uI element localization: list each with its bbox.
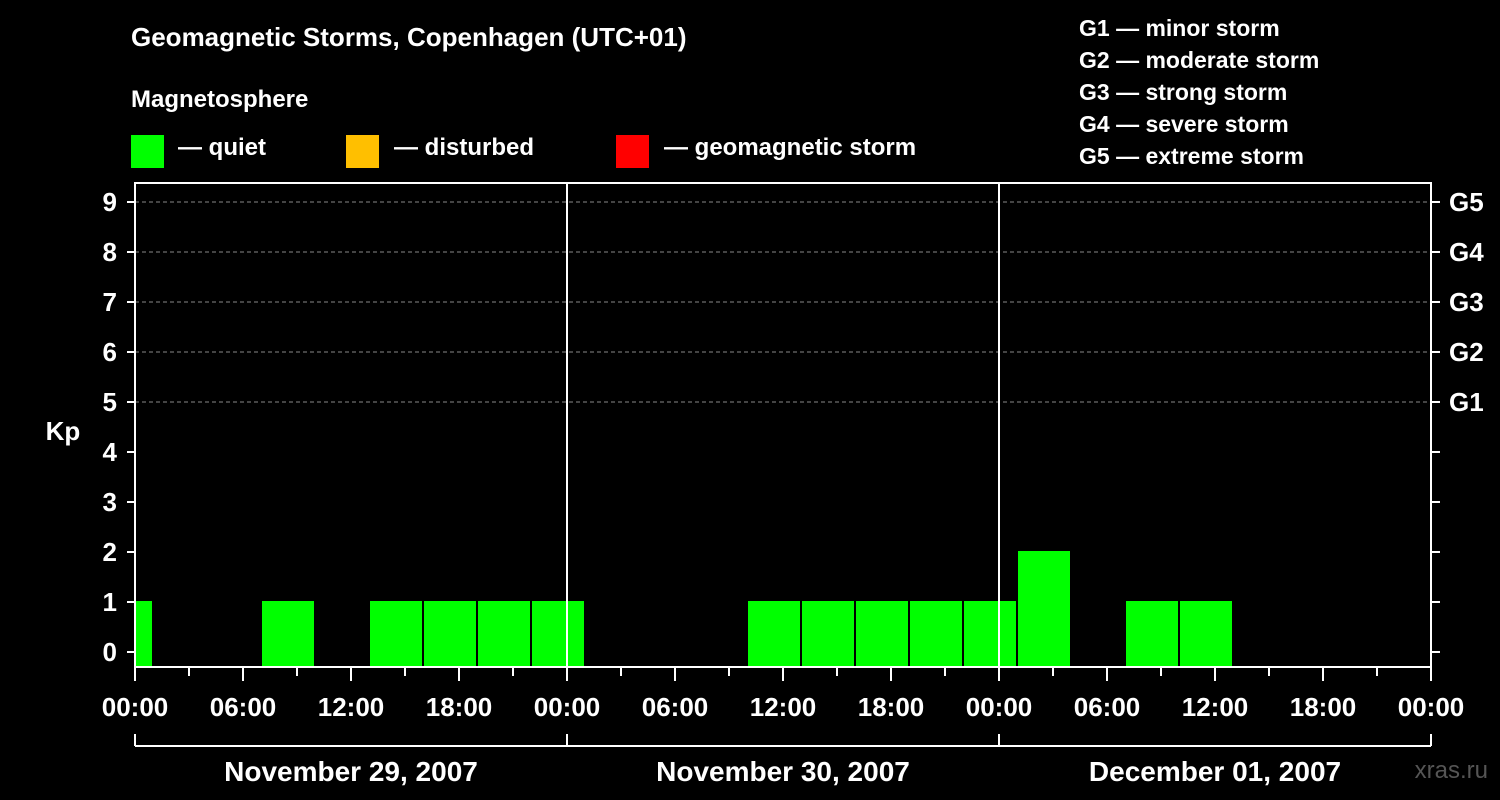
kp-bar [1126,601,1178,667]
kp-bar [370,601,422,667]
x-tick-label: 12:00 [318,692,385,722]
g5-legend: G5 — extreme storm [1079,143,1304,169]
magnetosphere-title: Magnetosphere [131,86,309,113]
kp-bar [262,601,314,667]
g2-legend: G2 — moderate storm [1079,47,1320,73]
kp-bar [748,601,800,667]
disturbed-swatch [346,135,379,168]
kp-bar [424,601,476,667]
kp-bar [532,601,584,667]
x-tick-label: 18:00 [1290,692,1357,722]
kp-bar [802,601,854,667]
x-tick-label: 00:00 [1398,692,1465,722]
x-tick-label: 06:00 [642,692,709,722]
y-tick-label: 6 [103,337,117,367]
x-tick-label: 06:00 [210,692,277,722]
disturbed-legend-label: — disturbed [394,134,535,161]
y-tick-label: 1 [103,587,117,617]
kp-bar [1018,551,1070,667]
day-label: November 29, 2007 [224,756,478,787]
g4-legend: G4 — severe storm [1079,111,1289,137]
x-tick-label: 00:00 [966,692,1033,722]
storm-swatch [616,135,649,168]
g3-legend: G3 — strong storm [1079,79,1288,105]
g-scale-label: G4 [1449,237,1484,267]
g-scale-label: G1 [1449,387,1484,417]
kp-bar [856,601,908,667]
g-scale-label: G5 [1449,187,1484,217]
y-tick-label: 0 [103,637,117,667]
kp-bar [910,601,962,667]
y-tick-label: 9 [103,187,117,217]
x-tick-label: 00:00 [534,692,601,722]
x-tick-label: 12:00 [750,692,817,722]
x-tick-label: 06:00 [1074,692,1141,722]
kp-bar [1180,601,1232,667]
kp-bar [136,601,152,667]
storm-legend-label: — geomagnetic storm [664,134,917,161]
chart-title: Geomagnetic Storms, Copenhagen (UTC+01) [131,22,687,52]
x-tick-label: 00:00 [102,692,169,722]
plot-border [134,182,1432,668]
y-tick-label: 7 [103,287,117,317]
y-tick-label: 3 [103,487,117,517]
g-scale-label: G2 [1449,337,1484,367]
quiet-legend-label: — quiet [178,134,266,161]
day-label: November 30, 2007 [656,756,910,787]
y-axis-label: Kp [46,416,81,446]
watermark: xras.ru [1414,757,1488,784]
y-tick-label: 2 [103,537,117,567]
day-label: December 01, 2007 [1089,756,1341,787]
y-tick-label: 4 [103,437,118,467]
quiet-swatch [131,135,164,168]
x-tick-label: 12:00 [1182,692,1249,722]
kp-bar [478,601,530,667]
x-tick-label: 18:00 [426,692,493,722]
y-tick-label: 8 [103,237,117,267]
kp-bar [964,601,1016,667]
g-scale-label: G3 [1449,287,1484,317]
x-tick-label: 18:00 [858,692,925,722]
y-tick-label: 5 [103,387,117,417]
g1-legend: G1 — minor storm [1079,15,1280,41]
